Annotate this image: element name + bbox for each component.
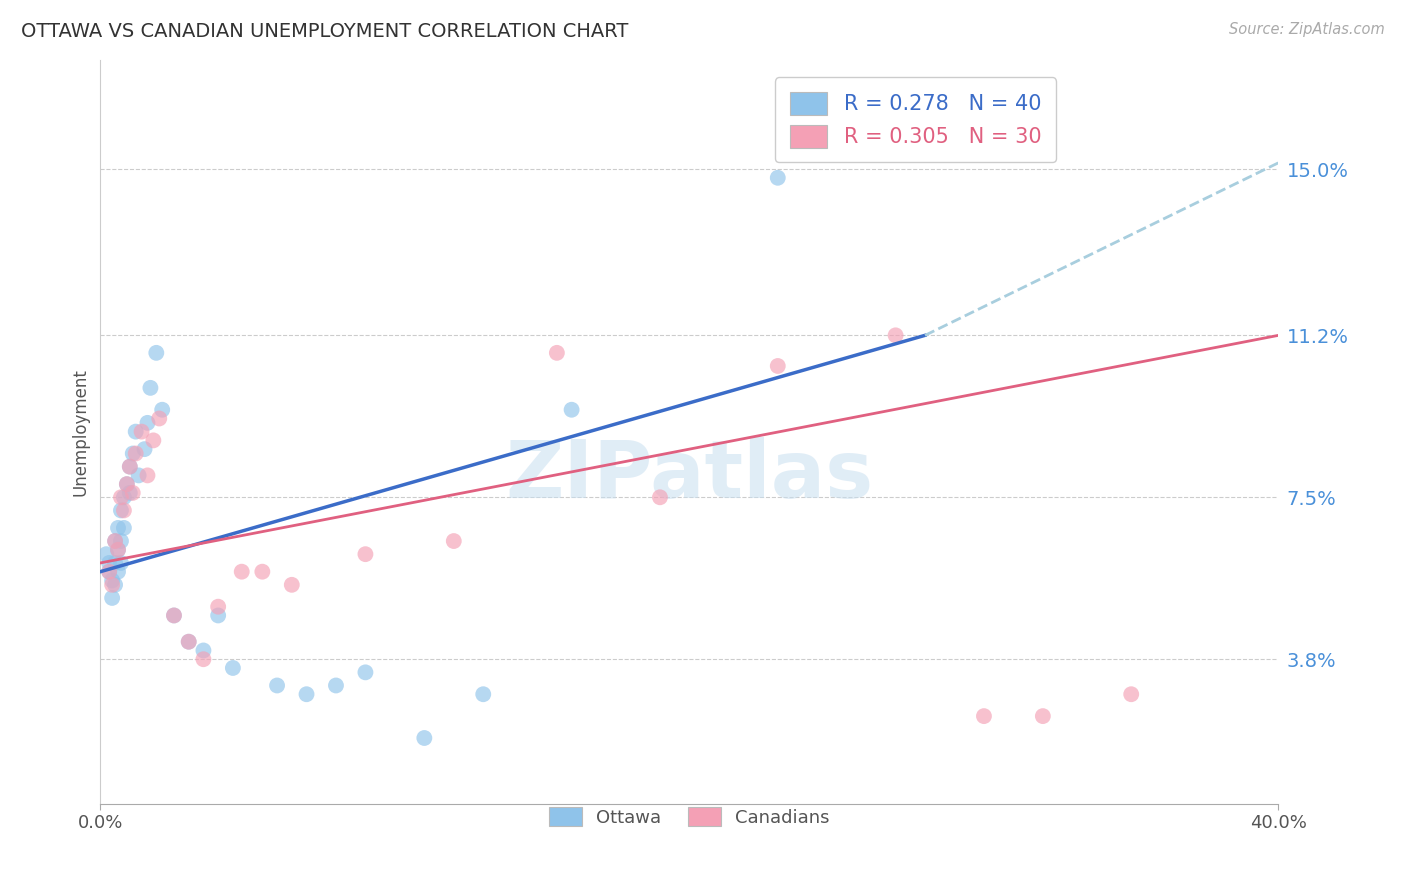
Point (98, 565, 121, 579)
Point (136, 468, 159, 483)
Point (112, 521, 135, 535)
Point (107, 565, 129, 579)
Point (561, 402, 583, 417)
Point (118, 459, 141, 474)
Point (193, 652, 215, 666)
Point (295, 687, 318, 701)
Point (107, 521, 129, 535)
Point (121, 486, 143, 500)
Point (648, 490, 671, 504)
Point (222, 661, 245, 675)
Point (266, 678, 288, 692)
Point (118, 459, 141, 474)
Point (472, 687, 495, 701)
Point (115, 477, 138, 491)
Point (148, 411, 170, 425)
Point (121, 446, 143, 460)
Point (98, 556, 121, 570)
Point (443, 534, 465, 549)
Point (107, 542, 129, 557)
Point (163, 608, 186, 623)
Point (118, 486, 141, 500)
Point (142, 434, 165, 448)
Point (125, 425, 148, 439)
Point (104, 534, 127, 549)
Point (884, 328, 907, 343)
Point (546, 346, 568, 360)
Point (163, 608, 186, 623)
Point (110, 534, 132, 549)
Point (134, 442, 156, 457)
Point (281, 578, 304, 592)
Point (112, 503, 135, 517)
Text: OTTAWA VS CANADIAN UNEMPLOYMENT CORRELATION CHART: OTTAWA VS CANADIAN UNEMPLOYMENT CORRELAT… (21, 22, 628, 41)
Point (193, 643, 215, 657)
Point (104, 578, 127, 592)
Point (354, 547, 377, 561)
Point (128, 468, 150, 483)
Point (354, 665, 377, 680)
Point (413, 731, 436, 745)
Y-axis label: Unemployment: Unemployment (72, 368, 89, 496)
Point (110, 556, 132, 570)
Point (101, 591, 124, 605)
Point (1032, 709, 1054, 723)
Point (766, 359, 789, 373)
Point (112, 490, 135, 504)
Point (145, 346, 167, 360)
Point (325, 678, 347, 692)
Point (98, 565, 121, 579)
Text: Source: ZipAtlas.com: Source: ZipAtlas.com (1229, 22, 1385, 37)
Point (766, 170, 789, 185)
Point (115, 477, 138, 491)
Point (101, 578, 124, 592)
Legend: Ottawa, Canadians: Ottawa, Canadians (540, 797, 839, 836)
Point (104, 556, 127, 570)
Point (207, 599, 229, 614)
Point (107, 542, 129, 557)
Point (207, 608, 229, 623)
Point (150, 402, 173, 417)
Point (139, 381, 162, 395)
Point (96, 547, 118, 561)
Point (104, 534, 127, 549)
Point (110, 503, 132, 517)
Point (131, 425, 153, 439)
Point (177, 634, 200, 648)
Point (136, 416, 159, 430)
Point (110, 490, 132, 504)
Point (1121, 687, 1143, 701)
Point (231, 565, 253, 579)
Point (973, 709, 995, 723)
Point (252, 565, 274, 579)
Point (177, 634, 200, 648)
Point (101, 574, 124, 588)
Point (125, 446, 148, 460)
Text: ZIPatlas: ZIPatlas (505, 437, 873, 516)
